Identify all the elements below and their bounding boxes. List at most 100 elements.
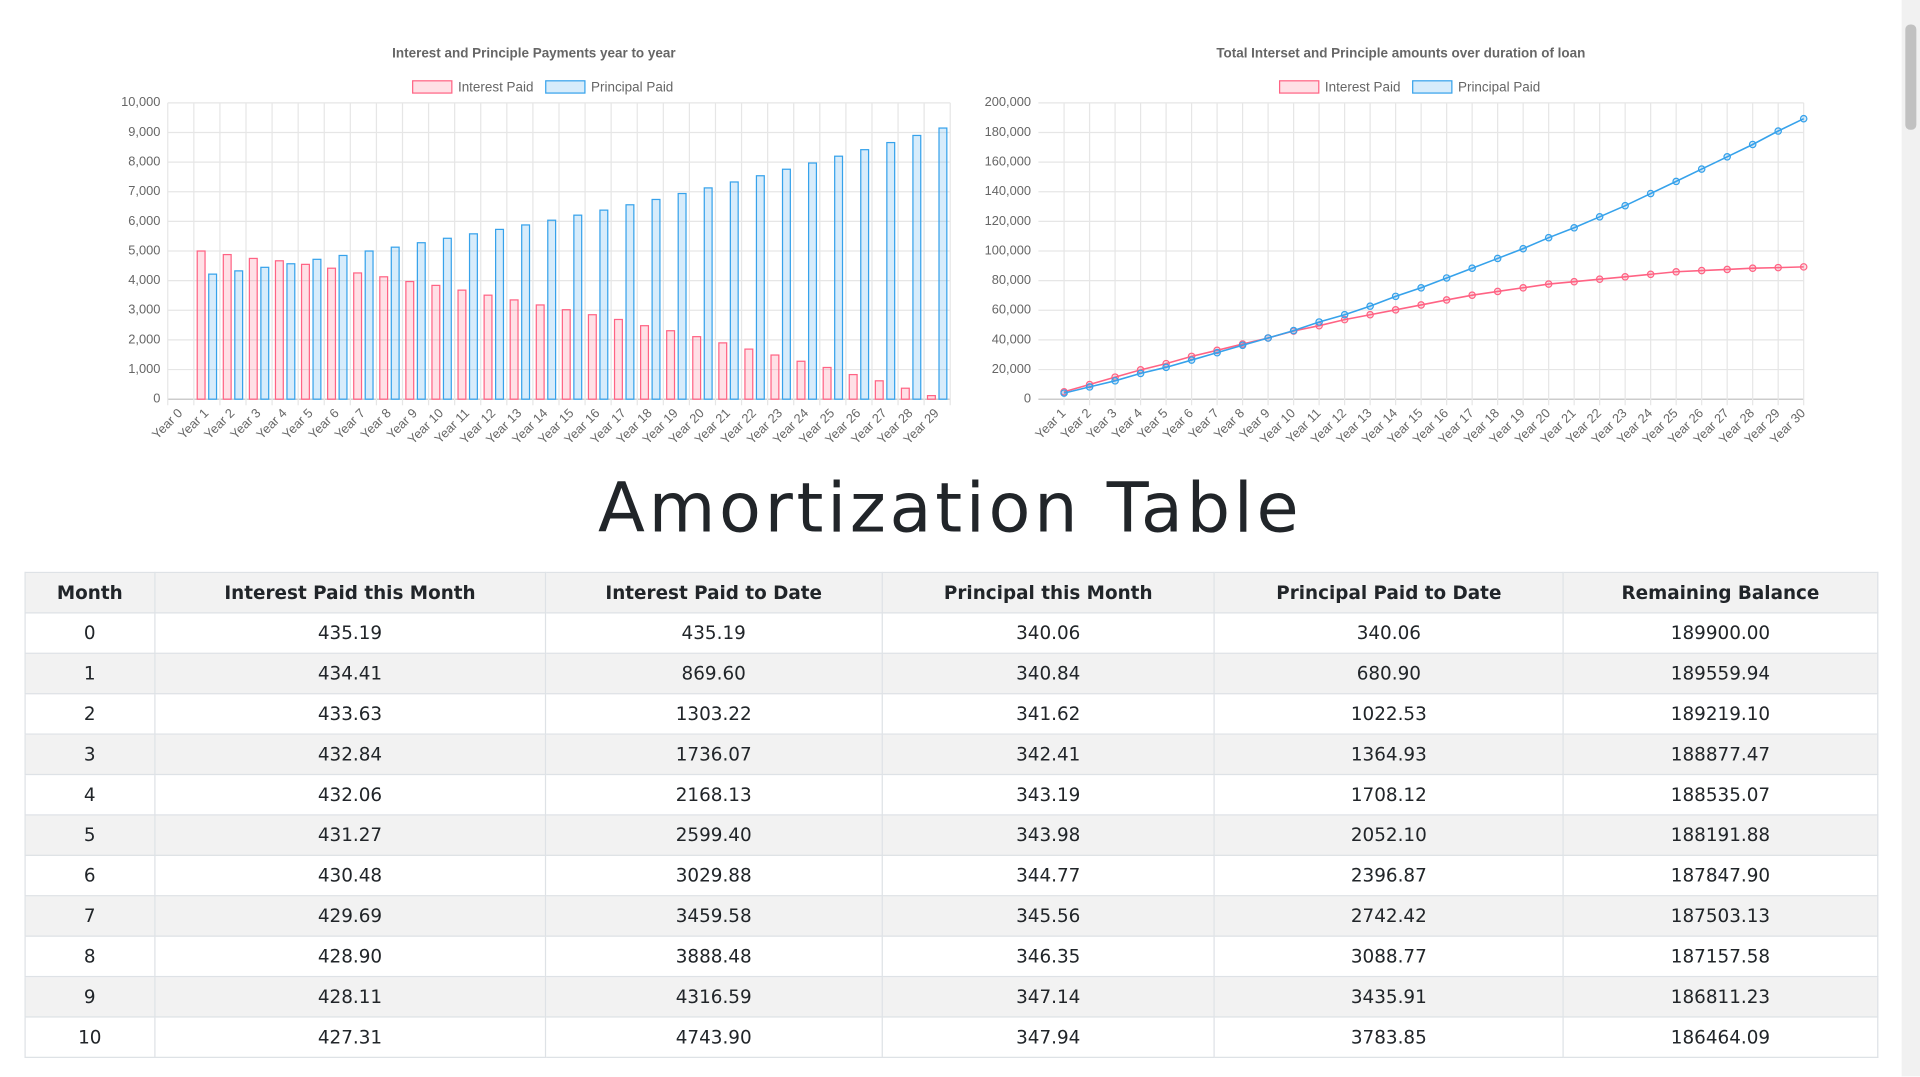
bar <box>405 280 415 400</box>
point <box>1340 310 1349 319</box>
bar <box>587 314 597 400</box>
table-cell: 869.60 <box>544 652 883 695</box>
table-cell: 188535.07 <box>1562 773 1879 816</box>
table-cell: 345.56 <box>881 895 1216 937</box>
point <box>1697 266 1706 275</box>
bar <box>599 209 609 400</box>
point <box>1442 296 1451 304</box>
table-row: 6 430.48 3029.88 344.77 2396.87 187847.90 <box>24 854 1879 897</box>
table-body: 0 435.19 435.19 340.06 340.06 189900.00 1 434.4… <box>24 612 1879 1058</box>
point <box>1774 127 1782 135</box>
bar <box>353 272 363 400</box>
bar <box>521 224 531 400</box>
point <box>1187 356 1196 364</box>
table-cell: 428.90 <box>153 935 547 978</box>
point <box>1468 291 1476 299</box>
table-cell: 0 <box>24 612 156 654</box>
scrollbar[interactable] <box>1901 0 1920 1077</box>
bar <box>886 141 896 400</box>
y-tick-label: 10,000 <box>121 94 160 109</box>
point <box>1111 377 1119 385</box>
bar <box>300 263 310 400</box>
bar <box>639 325 650 400</box>
bar <box>874 380 884 400</box>
point <box>1391 306 1400 314</box>
bar <box>926 395 936 400</box>
table-cell: 1022.53 <box>1213 693 1564 735</box>
table-cell: 1708.12 <box>1213 773 1564 816</box>
point <box>1595 275 1604 283</box>
point <box>1366 302 1374 310</box>
table-cell: 188877.47 <box>1562 733 1879 776</box>
table-row: 0 435.19 435.19 340.06 340.06 189900.00 <box>24 612 1879 654</box>
table-cell: 341.62 <box>881 693 1216 735</box>
table-cell: 2168.13 <box>544 773 883 816</box>
bar <box>495 228 505 400</box>
point <box>1544 280 1553 288</box>
legend-label: Interest Paid <box>458 80 534 95</box>
bar <box>547 219 557 400</box>
table-cell: 340.84 <box>881 652 1216 695</box>
table-cell: 1736.07 <box>544 733 883 776</box>
bar <box>666 330 676 400</box>
y-tick-label: 4,000 <box>128 272 160 287</box>
bar <box>260 266 270 400</box>
column-header: Principal this Month <box>881 571 1216 614</box>
bar <box>222 253 232 400</box>
bar <box>468 233 478 400</box>
table-cell: 189219.10 <box>1562 693 1879 735</box>
y-tick-label: 5,000 <box>128 242 160 257</box>
bar <box>718 342 728 400</box>
bar <box>274 260 284 400</box>
bar <box>770 354 780 400</box>
y-tick-label: 180,000 <box>985 124 1031 139</box>
legend-swatch <box>1278 80 1320 94</box>
point <box>1315 318 1323 326</box>
bar <box>573 214 583 400</box>
table-cell: 346.35 <box>881 935 1216 978</box>
table-cell: 340.06 <box>1213 612 1564 654</box>
bar <box>900 387 910 400</box>
y-tick-label: 7,000 <box>128 183 160 198</box>
table-cell: 186464.09 <box>1562 1016 1879 1058</box>
amortization-table: Month Interest Paid this Month Interest Pa… <box>24 571 1879 1058</box>
table-cell: 2 <box>24 693 156 735</box>
bar <box>457 289 467 400</box>
y-tick-label: 2,000 <box>128 331 160 346</box>
table-row: 2 433.63 1303.22 341.62 1022.53 189219.10 <box>24 693 1879 735</box>
point <box>1544 233 1553 242</box>
table-cell: 2742.42 <box>1213 895 1564 937</box>
table-cell: 3435.91 <box>1213 975 1564 1018</box>
table-cell: 343.98 <box>881 814 1216 856</box>
bar <box>860 149 870 400</box>
bar <box>431 284 441 400</box>
scrollbar-thumb[interactable] <box>1905 24 1917 130</box>
table-cell: 1 <box>24 652 156 695</box>
table-cell: 347.94 <box>881 1016 1216 1058</box>
bar <box>729 181 739 400</box>
bar <box>677 192 687 400</box>
legend-swatch <box>545 80 586 94</box>
bar <box>651 198 661 400</box>
table-cell: 6 <box>24 854 156 897</box>
table-row: 10 427.31 4743.90 347.94 3783.85 186464.09 <box>24 1016 1879 1058</box>
table-cell: 3029.88 <box>544 854 883 897</box>
point <box>1621 273 1629 281</box>
point <box>1213 348 1221 357</box>
table-cell: 3888.48 <box>544 935 883 978</box>
bar <box>442 237 452 400</box>
legend-swatch <box>1412 80 1453 94</box>
point <box>1136 369 1145 378</box>
table-cell: 343.19 <box>881 773 1216 816</box>
point <box>1468 264 1476 273</box>
point <box>1264 334 1272 342</box>
bar <box>208 273 218 400</box>
y-tick-label: 6,000 <box>128 213 160 228</box>
table-cell: 433.63 <box>153 693 547 735</box>
bar <box>509 299 519 400</box>
table-row: 4 432.06 2168.13 343.19 1708.12 188535.07 <box>24 773 1879 816</box>
point <box>1723 265 1731 274</box>
table-cell: 189559.94 <box>1562 652 1879 695</box>
bar <box>796 360 806 400</box>
